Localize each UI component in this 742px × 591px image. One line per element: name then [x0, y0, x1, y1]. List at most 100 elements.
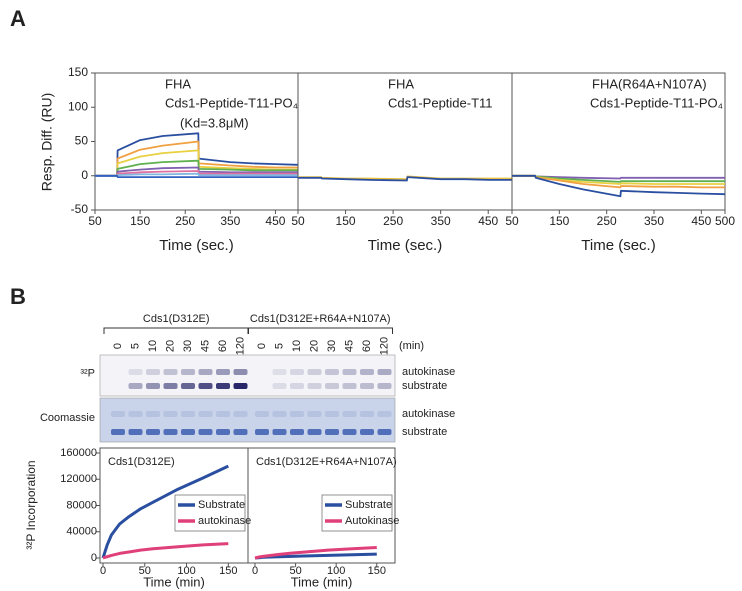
x-axis-label: Time (min): [291, 574, 353, 589]
panel-label: A: [10, 6, 26, 31]
gel-band: [181, 369, 195, 375]
gel-band: [255, 429, 269, 435]
lane-label: 30: [182, 340, 194, 352]
lane-label: 45: [199, 340, 211, 352]
page: A B -5005010015050150250350450Resp. Diff…: [0, 0, 742, 591]
x-tick-label: 350: [644, 214, 664, 228]
plot-frame: [298, 73, 512, 210]
gel-band: [360, 369, 374, 375]
lane-label: 10: [291, 340, 303, 352]
gel-band: [343, 383, 357, 389]
gel-band: [234, 429, 248, 435]
row-label: Coomassie: [40, 412, 95, 424]
legend-label: Substrate: [198, 499, 245, 511]
lane-label: 10: [147, 340, 159, 352]
gel-band: [181, 411, 195, 417]
chart-title: Cds1(D312E): [108, 456, 175, 468]
gel-band: [234, 383, 248, 389]
gel-band: [164, 411, 178, 417]
group-label: Cds1(D312E+R64A+N107A): [250, 313, 391, 325]
gel-band: [129, 429, 143, 435]
x-axis-label: Time (sec.): [581, 237, 655, 254]
gel-band: [360, 383, 374, 389]
gel-band: [164, 369, 178, 375]
x-tick-label: 500: [715, 214, 735, 228]
y-tick-label: 120000: [60, 473, 97, 485]
gel-band: [199, 369, 213, 375]
x-tick-label: 50: [88, 214, 102, 228]
gel-band: [216, 383, 230, 389]
gel-band: [343, 411, 357, 417]
y-tick-label: 0: [81, 168, 88, 182]
gel-band: [343, 429, 357, 435]
gel-band: [164, 429, 178, 435]
y-tick-label: 50: [75, 134, 89, 148]
gel-band: [273, 429, 287, 435]
gel-band: [308, 429, 322, 435]
gel-image: [100, 355, 395, 396]
y-tick-label: 80000: [66, 499, 97, 511]
gel-band: [378, 411, 392, 417]
group-bracket: [248, 328, 393, 334]
gel-band: [216, 429, 230, 435]
x-tick-label: 350: [220, 214, 240, 228]
x-axis-label: Time (sec.): [159, 237, 233, 254]
panel-label: B: [10, 284, 26, 309]
x-tick-label: 250: [383, 214, 403, 228]
gel-band: [216, 411, 230, 417]
gel-band: [308, 383, 322, 389]
y-tick-label: 0: [91, 552, 97, 564]
gel-band: [129, 369, 143, 375]
y-tick-label: -50: [71, 202, 89, 216]
gel-band: [111, 429, 125, 435]
x-tick-label: 450: [478, 214, 498, 228]
lane-label: 0: [112, 343, 124, 349]
lane-label: 0: [256, 343, 268, 349]
gel-band: [378, 383, 392, 389]
unit-label: (min): [399, 340, 424, 352]
y-axis-label: Resp. Diff. (RU): [39, 93, 55, 192]
annotation: Cds1-Peptide-T11-PO₄: [590, 95, 723, 110]
y-tick-label: 150: [68, 65, 88, 79]
gel-band: [343, 369, 357, 375]
annotation: FHA(R64A+N107A): [592, 76, 707, 91]
band-label: substrate: [402, 426, 447, 438]
gel-band: [255, 411, 269, 417]
gel-band: [325, 429, 339, 435]
x-tick-label: 150: [368, 565, 386, 577]
group-bracket: [104, 328, 249, 334]
gel-band: [111, 411, 125, 417]
gel-band: [325, 383, 339, 389]
x-tick-label: 150: [336, 214, 356, 228]
gel-band: [216, 369, 230, 375]
lane-label: 20: [308, 340, 320, 352]
x-tick-label: 50: [505, 214, 519, 228]
gel-band: [234, 369, 248, 375]
lane-label: 20: [164, 340, 176, 352]
gel-band: [325, 369, 339, 375]
gel-band: [290, 411, 304, 417]
annotation: Cds1-Peptide-T11: [388, 95, 493, 110]
gel-band: [234, 411, 248, 417]
chart-title: Cds1(D312E+R64A+N107A): [256, 456, 397, 468]
x-axis-label: Time (sec.): [368, 237, 442, 254]
x-tick-label: 450: [265, 214, 285, 228]
gel-band: [164, 383, 178, 389]
y-tick-label: 160000: [60, 447, 97, 459]
gel-band: [308, 411, 322, 417]
y-tick-label: 100: [68, 99, 88, 113]
series-line: [103, 544, 228, 558]
group-label: Cds1(D312E): [143, 313, 210, 325]
legend-label: Substrate: [345, 499, 392, 511]
gel-band: [290, 383, 304, 389]
gel-band: [199, 383, 213, 389]
x-tick-label: 0: [252, 565, 258, 577]
x-tick-label: 150: [219, 565, 237, 577]
lane-label: 5: [273, 343, 285, 349]
x-tick-label: 150: [130, 214, 150, 228]
band-label: substrate: [402, 380, 447, 392]
row-label: ³²P: [80, 367, 95, 379]
gel-band: [378, 429, 392, 435]
gel-band: [290, 369, 304, 375]
legend-label: autokinase: [198, 515, 251, 527]
